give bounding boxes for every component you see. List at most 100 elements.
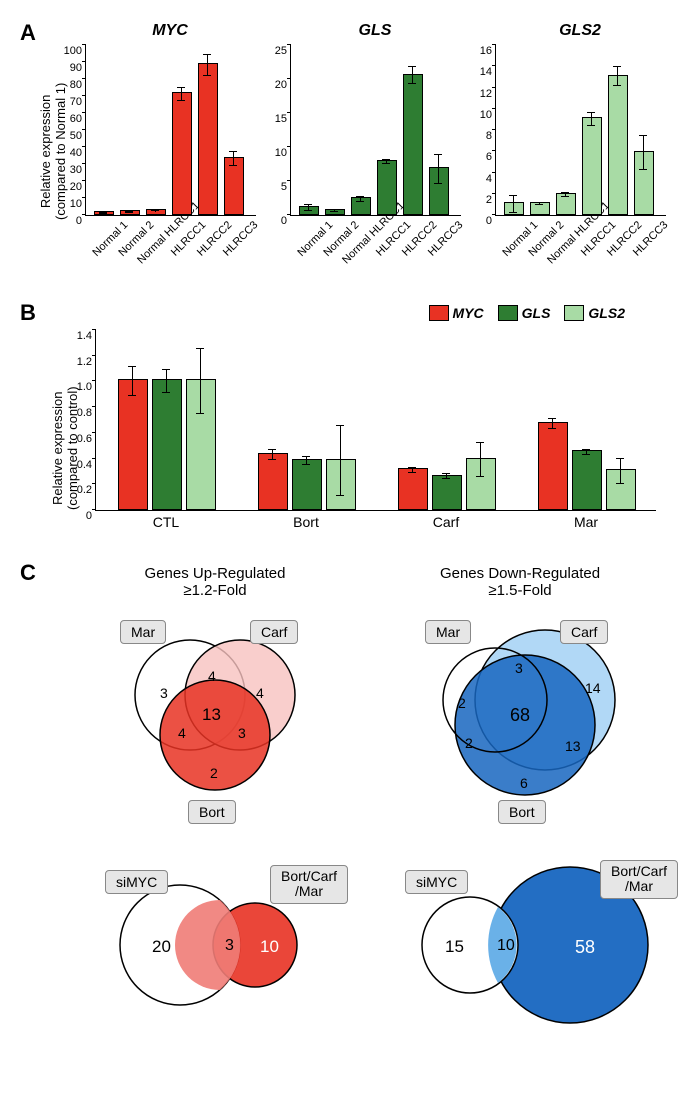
bar [398, 468, 428, 510]
xlabel: Carf [433, 514, 459, 530]
panel-b-label: B [20, 300, 36, 326]
bar [538, 422, 568, 510]
swatch-gls [498, 305, 518, 321]
xlabel: Bort [293, 514, 319, 530]
ytick: 2 [486, 194, 496, 206]
bar [351, 197, 371, 215]
ytick: 50 [70, 130, 86, 142]
ytick: 1.2 [77, 356, 96, 368]
ytick: 0 [486, 215, 496, 227]
venn-down-mar-label: Mar [425, 620, 471, 644]
ytick: 90 [70, 62, 86, 74]
venn-down-carf-label: Carf [560, 620, 608, 644]
ytick: 10 [275, 147, 291, 159]
ytick: 0.2 [77, 484, 96, 496]
panel-a-title-gls: GLS [290, 22, 460, 40]
legend-gls: GLS [498, 305, 551, 321]
panel-a-title-myc: MYC [85, 22, 255, 40]
panel-a-title-gls2: GLS2 [495, 22, 665, 40]
ytick: 12 [480, 88, 496, 100]
panel-a-chart-1: 0510152025Normal 1Normal 2Normal HLRCC1H… [290, 45, 461, 216]
venn-bl-simyc-label: siMYC [105, 870, 168, 894]
ytick: 0.6 [77, 433, 96, 445]
panel-c-label: C [20, 560, 36, 586]
legend-gls2: GLS2 [564, 305, 625, 321]
ytick: 10 [70, 198, 86, 210]
bar [429, 167, 449, 215]
ytick: 1.4 [77, 330, 96, 342]
bar [466, 458, 496, 510]
panel-a-chart-0: 0102030405060708090100Normal 1Normal 2No… [85, 45, 256, 216]
panel-a: A Relative expression(compared to Normal… [20, 20, 665, 300]
ytick: 0 [281, 215, 291, 227]
venn-down-carf-only: 14 [585, 680, 601, 696]
venn-br-combo-only: 58 [575, 937, 595, 958]
ytick: 0.8 [77, 407, 96, 419]
venn-bl-simyc-only: 20 [152, 937, 171, 957]
xlabel: CTL [153, 514, 179, 530]
ytick: 16 [480, 45, 496, 57]
bar [403, 74, 423, 215]
ytick: 20 [275, 79, 291, 91]
bar [118, 379, 148, 510]
bar [198, 63, 218, 215]
legend-myc: MYC [429, 305, 484, 321]
ytick: 100 [64, 45, 86, 57]
venn-up-mar-bort: 4 [178, 725, 186, 741]
ytick: 0.4 [77, 459, 96, 471]
ytick: 8 [486, 130, 496, 142]
bar [172, 92, 192, 215]
venn-br-simyc-label: siMYC [405, 870, 468, 894]
venn-down-mar-only: 2 [458, 695, 466, 711]
venn-down-title: Genes Down-Regulated≥1.5-Fold [415, 565, 625, 599]
xlabel: Mar [574, 514, 598, 530]
venn-up-mar-only: 3 [160, 685, 168, 701]
venn-down-mar-bort: 2 [465, 735, 473, 751]
bar [377, 160, 397, 215]
bar [608, 75, 628, 215]
ytick: 10 [480, 109, 496, 121]
ytick: 14 [480, 66, 496, 78]
venn-bl-overlap: 3 [225, 937, 234, 955]
swatch-myc [429, 305, 449, 321]
ytick: 40 [70, 147, 86, 159]
venn-up-mar-label: Mar [120, 620, 166, 644]
bar [186, 379, 216, 510]
venn-bl-combo-only: 10 [260, 937, 279, 957]
panel-b: B Relative expression(compared to contro… [20, 300, 665, 560]
venn-up-carf-only: 4 [256, 685, 264, 701]
venn-up-all: 13 [202, 705, 221, 725]
venn-up-bort-only: 2 [210, 765, 218, 781]
ytick: 60 [70, 113, 86, 125]
venn-up-mar-carf: 4 [208, 668, 216, 684]
bar [572, 450, 602, 510]
bar [634, 151, 654, 215]
ytick: 6 [486, 151, 496, 163]
bar [606, 469, 636, 510]
bar [582, 117, 602, 215]
panel-a-ylabel: Relative expression(compared to Normal 1… [38, 83, 68, 220]
ytick: 70 [70, 96, 86, 108]
panel-a-chart-2: 0246810121416Normal 1Normal 2Normal HLRC… [495, 45, 666, 216]
ytick: 0 [86, 510, 96, 522]
venn-up-carf-bort: 3 [238, 725, 246, 741]
swatch-gls2 [564, 305, 584, 321]
panel-a-label: A [20, 20, 36, 46]
panel-c: C Genes Up-Regulated≥1.2-Fold Mar Carf B… [20, 560, 665, 1030]
venn-down-carf-bort: 13 [565, 738, 581, 754]
venn-down-mar-carf: 3 [515, 660, 523, 676]
ytick: 15 [275, 113, 291, 125]
bar [292, 459, 322, 510]
venn-bl-combo-label: Bort/Carf/Mar [270, 865, 348, 904]
bar [326, 459, 356, 510]
ytick: 4 [486, 173, 496, 185]
ytick: 25 [275, 45, 291, 57]
ytick: 80 [70, 79, 86, 91]
ytick: 30 [70, 164, 86, 176]
panel-b-ylabel: Relative expression(compared to control) [50, 386, 80, 510]
bar [152, 379, 182, 510]
venn-down-all: 68 [510, 705, 530, 726]
venn-br-simyc-only: 15 [445, 937, 464, 957]
venn-up-bort-label: Bort [188, 800, 236, 824]
venn-up-carf-label: Carf [250, 620, 298, 644]
